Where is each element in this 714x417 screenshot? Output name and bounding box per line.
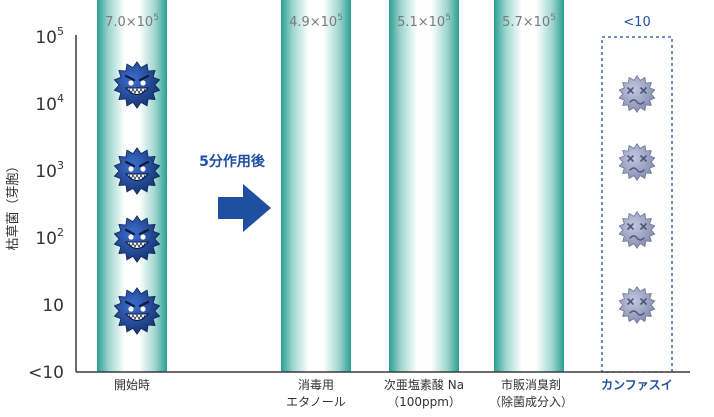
- smiling-germ-icon: [113, 287, 161, 335]
- y-tick-base: 10: [42, 296, 64, 316]
- smiling-germ-icon: [113, 215, 161, 263]
- dizzy-germ-icon: [618, 210, 656, 250]
- bars: [97, 0, 673, 373]
- value-label: 5.1×105: [397, 13, 451, 30]
- x-tick-label: 開始時: [114, 378, 150, 392]
- y-tick-label: 104: [35, 92, 64, 115]
- value-label: 7.0×105: [105, 13, 159, 30]
- x-tick-label: 次亜塩素酸 Na: [384, 377, 464, 392]
- value-label: <10: [623, 15, 650, 30]
- value-exponent: 5: [445, 13, 451, 23]
- y-tick-exponent: 2: [57, 226, 64, 239]
- value-mantissa: 7.0×10: [105, 15, 153, 30]
- dizzy-germ-icon: [618, 285, 656, 325]
- value-mantissa: 5.7×10: [502, 15, 550, 30]
- value-mantissa: <10: [623, 15, 650, 30]
- value-exponent: 5: [337, 13, 343, 23]
- y-tick-base: 10: [35, 95, 57, 115]
- dizzy-germ-icon: [618, 74, 656, 114]
- x-tick-label: カンファスイ: [601, 378, 673, 392]
- y-tick-label: 103: [35, 159, 64, 182]
- y-tick-label: <10: [28, 363, 64, 383]
- bar: [389, 0, 459, 372]
- value-exponent: 5: [550, 13, 556, 23]
- value-exponent: 5: [153, 13, 159, 23]
- y-tick-exponent: 5: [57, 25, 64, 38]
- y-tick-label: 105: [35, 25, 64, 48]
- smiling-germ-icon: [113, 61, 161, 109]
- value-mantissa: 4.9×10: [289, 15, 337, 30]
- y-tick-exponent: 3: [57, 159, 64, 172]
- x-tick-label-line2: エタノール: [286, 395, 346, 409]
- y-tick-base: <10: [28, 363, 64, 383]
- y-tick-label: 10: [42, 296, 64, 316]
- value-mantissa: 5.1×10: [397, 15, 445, 30]
- value-label: 4.9×105: [289, 13, 343, 30]
- x-tick-label-line2: （除菌成分入）: [489, 394, 573, 409]
- right-arrow-icon: [218, 184, 271, 232]
- arrow-label: 5分作用後: [199, 153, 266, 170]
- y-tick-exponent: 4: [57, 92, 64, 105]
- y-tick-label: 102: [35, 226, 64, 249]
- value-labels: 7.0×105 4.9×105 5.1×105 5.7×105 <10: [105, 13, 651, 30]
- value-label: 5.7×105: [502, 13, 556, 30]
- y-tick-base: 10: [35, 162, 57, 182]
- dizzy-germ-icon: [618, 142, 656, 182]
- germ-icons: [113, 61, 656, 335]
- y-tick-base: 10: [35, 229, 57, 249]
- x-tick-label: 消毒用: [298, 378, 334, 392]
- bar: [281, 0, 351, 372]
- smiling-germ-icon: [113, 147, 161, 195]
- x-tick-label-line2: （100ppm）: [387, 395, 461, 409]
- y-axis-title: 枯草菌（芽胞）: [6, 159, 21, 250]
- y-tick-base: 10: [35, 28, 57, 48]
- bar: [494, 0, 564, 372]
- x-tick-label: 市販消臭剤: [501, 377, 561, 392]
